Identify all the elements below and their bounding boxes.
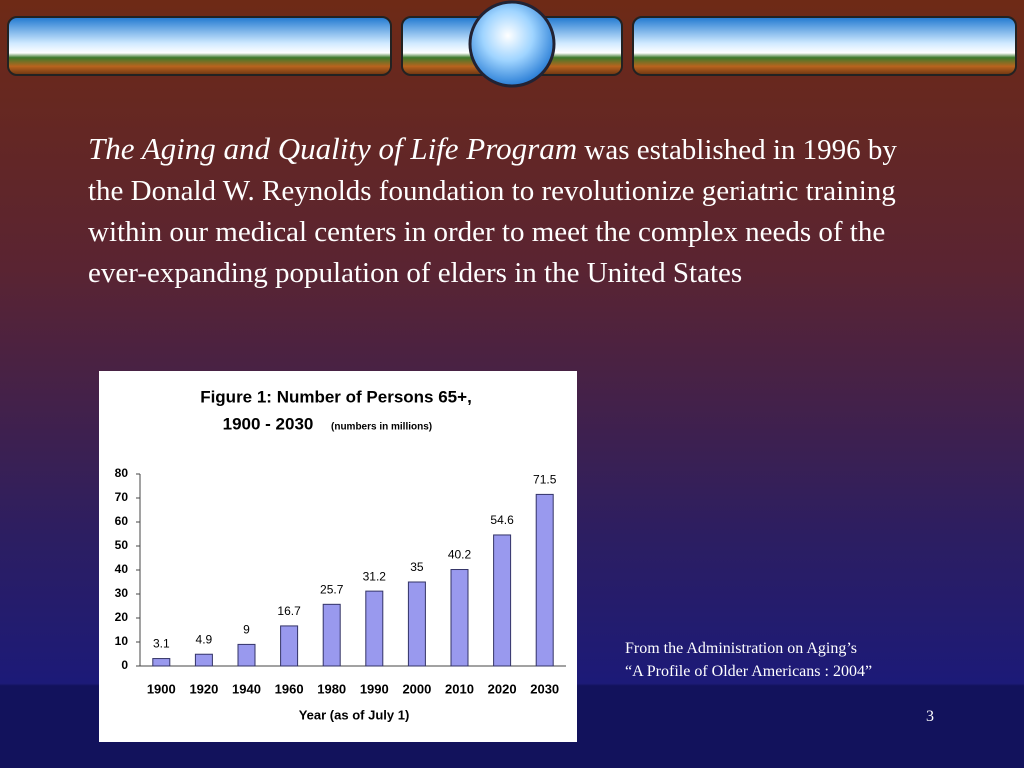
value-label: 71.5 bbox=[533, 473, 557, 487]
bar bbox=[450, 569, 469, 667]
bar bbox=[152, 658, 171, 667]
x-tick-label: 1990 bbox=[360, 681, 389, 696]
x-tick-label: 2010 bbox=[445, 681, 474, 696]
intro-paragraph: The Aging and Quality of Life Program wa… bbox=[88, 128, 938, 294]
x-tick-label: 1920 bbox=[189, 681, 218, 696]
x-tick-label: 2020 bbox=[488, 681, 517, 696]
chart-title: Figure 1: Number of Persons 65+, bbox=[200, 387, 472, 406]
value-label: 54.6 bbox=[490, 513, 514, 527]
bar bbox=[493, 534, 512, 667]
value-label: 9 bbox=[243, 623, 250, 637]
x-tick-label: 2030 bbox=[530, 681, 559, 696]
x-tick-label: 1960 bbox=[275, 681, 304, 696]
y-tick-label: 70 bbox=[115, 490, 129, 504]
x-tick-label: 1940 bbox=[232, 681, 261, 696]
y-tick-label: 10 bbox=[115, 634, 129, 648]
intro-text: was established in 1996 by the Donald W.… bbox=[88, 134, 897, 289]
bar bbox=[365, 590, 384, 667]
value-label: 16.7 bbox=[277, 604, 301, 618]
header-banner bbox=[7, 0, 1017, 88]
value-label: 40.2 bbox=[448, 548, 472, 562]
program-name: The Aging and Quality of Life Program bbox=[88, 131, 578, 166]
x-tick-label: 1900 bbox=[147, 681, 176, 696]
x-tick-label: 1980 bbox=[317, 681, 346, 696]
source-line: From the Administration on Aging’s bbox=[625, 640, 858, 657]
y-tick-label: 80 bbox=[115, 466, 129, 480]
bar bbox=[407, 581, 426, 667]
value-label: 35 bbox=[410, 560, 424, 574]
bar bbox=[535, 493, 554, 667]
bar bbox=[280, 625, 299, 667]
x-tick-label: 2000 bbox=[402, 681, 431, 696]
bar bbox=[194, 653, 213, 667]
value-label: 31.2 bbox=[363, 569, 387, 583]
chart-title: 1900 - 2030 bbox=[223, 414, 314, 433]
chart-subtitle: (numbers in millions) bbox=[331, 422, 432, 433]
page-number: 3 bbox=[926, 708, 934, 725]
value-label: 3.1 bbox=[153, 637, 170, 651]
bar bbox=[237, 643, 256, 667]
bar bbox=[322, 603, 341, 667]
y-tick-label: 40 bbox=[115, 562, 129, 576]
value-label: 25.7 bbox=[320, 582, 344, 596]
y-tick-label: 0 bbox=[121, 658, 128, 672]
source-line: “A Profile of Older Americans : 2004” bbox=[625, 663, 873, 680]
y-tick-label: 50 bbox=[115, 538, 129, 552]
y-tick-label: 20 bbox=[115, 610, 129, 624]
x-axis-label: Year (as of July 1) bbox=[299, 707, 410, 722]
y-tick-label: 30 bbox=[115, 586, 129, 600]
value-label: 4.9 bbox=[196, 632, 213, 646]
y-tick-label: 60 bbox=[115, 514, 129, 528]
